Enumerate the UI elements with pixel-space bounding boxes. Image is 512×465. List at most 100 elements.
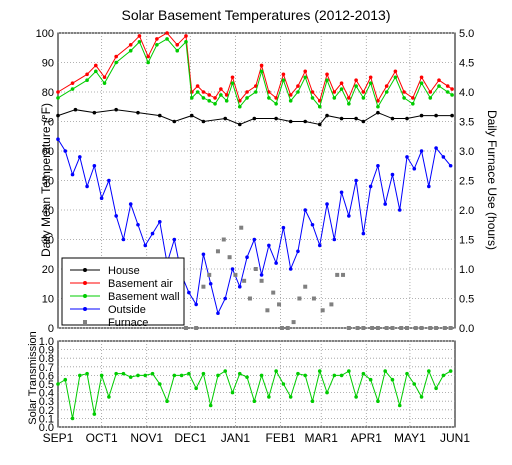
- y-tick-label: 50: [42, 176, 54, 188]
- data-point: [175, 43, 180, 47]
- data-point: [165, 31, 169, 35]
- furnace-mark: [390, 326, 395, 330]
- data-point: [85, 184, 89, 189]
- data-point: [172, 237, 177, 242]
- y2-tick-label: 2.0: [459, 205, 474, 217]
- data-point: [136, 110, 140, 115]
- legend-marker: [83, 320, 87, 324]
- data-point: [92, 412, 97, 416]
- data-point: [85, 72, 89, 77]
- y2-tick-label: 2.5: [459, 176, 474, 188]
- data-point: [354, 178, 358, 183]
- data-point: [187, 371, 191, 376]
- data-point: [102, 81, 107, 85]
- furnace-mark: [253, 267, 258, 271]
- chart-title: Solar Basement Temperatures (2012-2013): [121, 7, 390, 23]
- data-point: [437, 84, 441, 88]
- data-point: [207, 99, 212, 103]
- data-point: [179, 373, 184, 378]
- y-axis-label-left: Daily Mean Temperature (°F): [39, 103, 53, 257]
- data-point: [143, 243, 148, 248]
- legend-label: Outside: [108, 304, 146, 316]
- x-tick-label: SEP1: [43, 431, 74, 445]
- data-point: [303, 119, 308, 124]
- data-point: [448, 163, 453, 168]
- data-point: [288, 99, 293, 103]
- data-point: [150, 371, 155, 376]
- data-point: [114, 107, 118, 112]
- legend-label: Furnace: [108, 317, 148, 329]
- y-tick-label: 1.0: [39, 336, 54, 348]
- data-point: [201, 252, 206, 257]
- data-point: [56, 90, 60, 94]
- y-axis-label-right: Daily Furnace Use (hours): [485, 110, 499, 250]
- data-point: [361, 96, 366, 100]
- furnace-mark: [201, 284, 206, 289]
- furnace-mark: [265, 308, 270, 313]
- data-point: [354, 84, 358, 88]
- y2-tick-label: 1.5: [459, 235, 474, 247]
- data-point: [332, 90, 337, 94]
- data-point: [325, 202, 329, 206]
- data-point: [303, 75, 308, 80]
- x-tick-label: JUN1: [440, 431, 470, 445]
- data-point: [201, 371, 206, 376]
- furnace-mark: [399, 326, 404, 330]
- data-point: [73, 107, 78, 112]
- data-point: [237, 284, 242, 289]
- data-point: [281, 382, 286, 386]
- data-point: [393, 69, 398, 74]
- data-point: [383, 202, 387, 206]
- data-point: [56, 96, 60, 100]
- data-point: [223, 369, 228, 373]
- furnace-mark: [291, 320, 296, 325]
- data-point: [143, 373, 148, 378]
- data-point: [405, 155, 409, 159]
- data-point: [317, 122, 322, 127]
- data-point: [402, 90, 406, 94]
- data-point: [303, 69, 308, 74]
- data-point: [412, 166, 417, 171]
- data-point: [347, 102, 351, 106]
- data-point: [384, 90, 389, 94]
- y-tick-label: 0: [48, 323, 54, 335]
- data-point: [172, 373, 177, 378]
- furnace-mark: [279, 326, 284, 330]
- series-line: [57, 109, 453, 125]
- data-point: [137, 34, 142, 38]
- furnace-mark: [297, 296, 302, 301]
- data-point: [339, 81, 344, 85]
- data-point: [245, 96, 249, 100]
- x-tick-label: MAR1: [305, 431, 339, 445]
- data-point: [189, 113, 194, 118]
- data-point: [128, 43, 133, 47]
- data-point: [274, 96, 278, 100]
- data-point: [70, 172, 75, 177]
- data-point: [419, 75, 424, 80]
- legend-marker: [83, 307, 87, 311]
- furnace-mark: [329, 302, 334, 307]
- data-point: [274, 116, 278, 121]
- furnace-mark: [303, 284, 308, 289]
- data-point: [259, 273, 264, 277]
- data-point: [237, 104, 242, 109]
- data-point: [92, 163, 97, 168]
- x-tick-label: DEC1: [174, 431, 206, 445]
- data-point: [85, 371, 89, 376]
- legend-marker: [83, 294, 87, 298]
- data-point: [146, 54, 150, 59]
- data-point: [237, 371, 242, 376]
- data-point: [219, 87, 223, 91]
- data-point: [155, 37, 159, 41]
- furnace-mark: [239, 225, 244, 230]
- furnace-mark: [428, 326, 433, 330]
- data-point: [137, 40, 142, 44]
- data-point: [175, 48, 180, 53]
- data-point: [184, 34, 188, 38]
- furnace-mark: [285, 326, 290, 330]
- furnace-mark: [277, 302, 282, 307]
- data-point: [136, 222, 140, 227]
- data-point: [208, 403, 213, 408]
- y-tick-label: 0.6: [39, 370, 54, 382]
